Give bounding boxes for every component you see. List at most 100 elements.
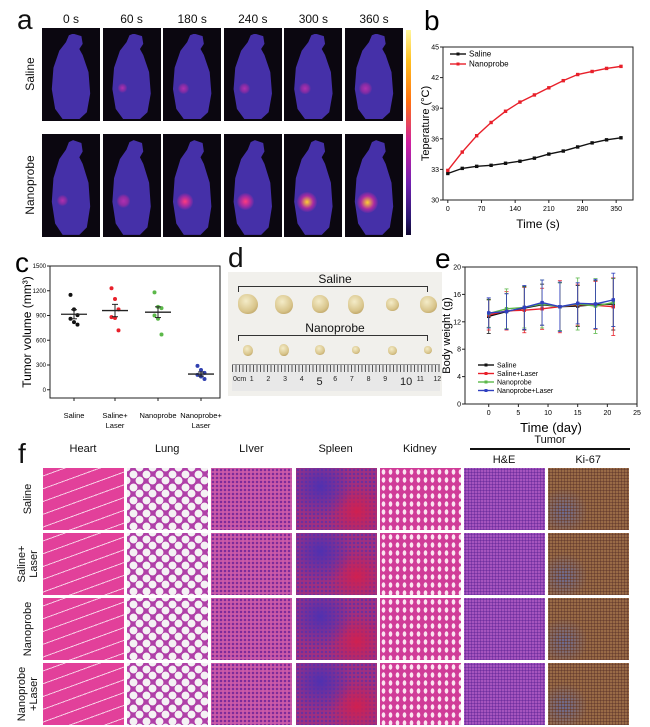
mouse-silhouette bbox=[233, 140, 272, 235]
data-point bbox=[195, 363, 200, 368]
y-tick-label: 16 bbox=[453, 292, 461, 299]
saline-tumor bbox=[419, 295, 437, 313]
legend-marker bbox=[456, 62, 460, 66]
nanoprobe-tumor bbox=[387, 345, 397, 355]
histology-image bbox=[211, 663, 293, 725]
data-point bbox=[590, 69, 594, 74]
mouse-silhouette bbox=[51, 33, 91, 120]
data-point bbox=[590, 141, 594, 145]
time-label: 60 s bbox=[120, 12, 143, 26]
ruler-number: 10 bbox=[400, 376, 413, 388]
data-point bbox=[604, 66, 609, 71]
y-tick-label: 8 bbox=[457, 347, 461, 354]
histology-image bbox=[295, 468, 377, 530]
saline-tumor bbox=[311, 295, 329, 313]
saline-tumor bbox=[348, 294, 364, 314]
histology-image bbox=[464, 533, 545, 595]
legend-label: Saline+Laser bbox=[497, 371, 539, 378]
data-point bbox=[109, 286, 114, 291]
data-point bbox=[532, 93, 537, 97]
ruler-number: 9 bbox=[383, 376, 388, 383]
x-tick-label: 15 bbox=[574, 410, 582, 417]
thermal-image bbox=[284, 28, 343, 121]
mouse-silhouette bbox=[354, 140, 394, 235]
row-label: Nanoprobe bbox=[23, 155, 37, 215]
nanoprobe-tumor bbox=[279, 344, 289, 356]
data-point bbox=[503, 161, 508, 165]
nanoprobe-tumor bbox=[315, 345, 325, 355]
data-point bbox=[474, 134, 479, 138]
histology-image bbox=[43, 663, 124, 725]
data-point bbox=[558, 305, 562, 309]
y-tick-label: 1500 bbox=[33, 264, 47, 270]
y-tick-label: 1200 bbox=[33, 289, 47, 295]
x-tick-label: 280 bbox=[577, 206, 589, 213]
legend-label: Nanoprobe+Laser bbox=[497, 388, 554, 395]
histology-image bbox=[464, 663, 545, 725]
nanoprobe-bracket bbox=[238, 335, 428, 341]
x-tick-label: 10 bbox=[544, 410, 552, 417]
saline-tumor bbox=[275, 294, 293, 314]
x-tick-label: 140 bbox=[509, 206, 521, 213]
data-point bbox=[460, 166, 464, 171]
thermal-image bbox=[223, 134, 282, 237]
histology-image bbox=[211, 533, 293, 595]
x-tick-label: 0 bbox=[446, 206, 450, 213]
data-point bbox=[561, 149, 565, 153]
saline-group-label: Saline bbox=[318, 272, 352, 286]
histology-column-header: H&E bbox=[492, 454, 516, 466]
panel-d-label: d bbox=[228, 242, 244, 273]
histology-image bbox=[548, 598, 630, 660]
ruler-number: 0cm bbox=[233, 376, 247, 383]
histology-image bbox=[379, 598, 461, 660]
x-tick-label: 210 bbox=[543, 206, 555, 213]
x-tick-label: 20 bbox=[603, 410, 611, 417]
mouse-silhouette bbox=[172, 140, 212, 235]
panel-b-label: b bbox=[424, 5, 440, 36]
ruler-number: 7 bbox=[349, 376, 354, 383]
x-tick-label: 25 bbox=[633, 410, 641, 417]
data-point bbox=[109, 315, 114, 320]
data-point bbox=[75, 322, 80, 327]
y-axis-label: Body weight (g) bbox=[441, 297, 453, 373]
tumor-hotspot bbox=[357, 191, 379, 213]
panel-e-label: e bbox=[435, 243, 451, 274]
panel-a-label: a bbox=[17, 4, 33, 35]
data-point bbox=[575, 72, 580, 77]
y-axis-label: Teperature (°C) bbox=[420, 86, 432, 161]
time-label: 0 s bbox=[62, 12, 79, 26]
saline-bracket bbox=[238, 286, 428, 292]
data-point bbox=[474, 164, 479, 169]
histology-image bbox=[127, 468, 209, 530]
thermal-image bbox=[163, 134, 222, 237]
data-point bbox=[68, 316, 73, 321]
thermal-image bbox=[284, 134, 343, 237]
histology-image bbox=[295, 663, 377, 725]
legend-marker bbox=[484, 372, 488, 375]
y-tick-label: 36 bbox=[431, 136, 439, 143]
data-point bbox=[199, 367, 203, 372]
histology-column-header: Lung bbox=[154, 443, 180, 455]
time-label: 180 s bbox=[177, 12, 207, 26]
mouse-silhouette bbox=[233, 33, 272, 120]
ruler-number: 3 bbox=[283, 376, 287, 383]
y-tick-label: 4 bbox=[457, 374, 461, 381]
x-tick-label: 0 bbox=[487, 410, 491, 417]
histology-image bbox=[295, 598, 377, 660]
y-tick-label: 39 bbox=[431, 106, 439, 113]
legend-marker bbox=[456, 52, 460, 56]
legend-marker bbox=[484, 389, 488, 392]
data-point bbox=[561, 78, 565, 83]
category-label: Saline+ bbox=[102, 411, 128, 420]
data-point bbox=[489, 163, 493, 168]
mouse-silhouette bbox=[294, 140, 333, 235]
histology-column-header: LIver bbox=[239, 443, 264, 455]
tumor-header: Tumor bbox=[534, 434, 566, 446]
tumor-hotspot bbox=[117, 83, 128, 93]
data-point bbox=[518, 100, 522, 104]
category-label: Nanoprobe bbox=[139, 411, 176, 420]
data-point bbox=[460, 150, 464, 154]
thermal-colorbar bbox=[406, 30, 411, 235]
ruler-number: 11 bbox=[416, 376, 424, 383]
data-point bbox=[619, 64, 623, 69]
